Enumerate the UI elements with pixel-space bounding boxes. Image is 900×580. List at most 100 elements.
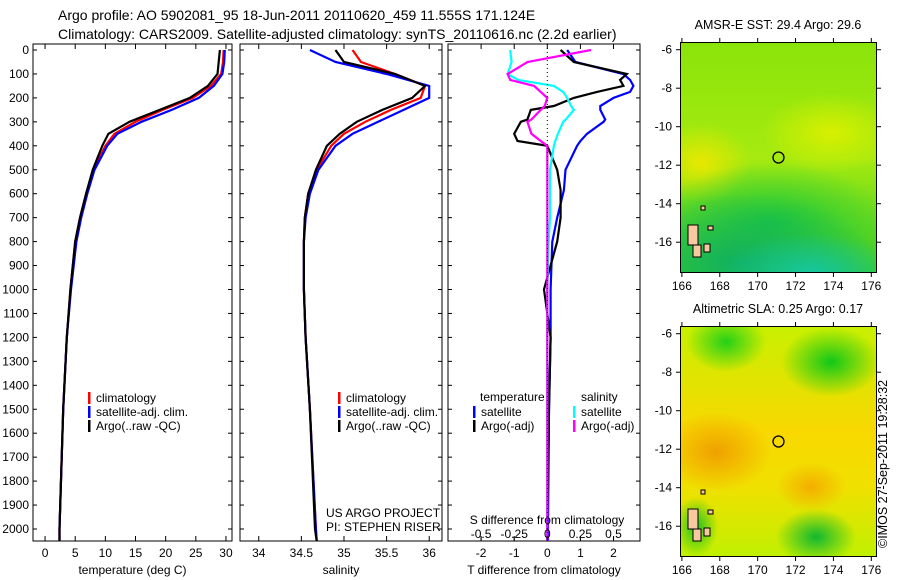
legend-swatch [338, 392, 341, 404]
pi-credit: PI: STEPHEN RISER [326, 520, 441, 534]
x-tick-label: 15 [129, 546, 143, 560]
lat-tick-label: -16 [655, 235, 673, 249]
lat-tick-label: -8 [661, 81, 672, 95]
x-tick-label: 34 [252, 546, 266, 560]
lat-tick-label: -16 [655, 519, 673, 533]
profile-plots: 0100200300400500600700800900100011001200… [2, 43, 641, 577]
x-tick-label: 10 [99, 546, 113, 560]
figure-title-line2: Climatology: CARS2009. Satellite-adjuste… [58, 26, 617, 42]
lon-tick-label: 174 [823, 563, 843, 577]
lon-tick-label: 166 [672, 279, 692, 293]
x-tick-label: 35 [337, 546, 351, 560]
figure-title-line1: Argo profile: AO 5902081_95 18-Jun-2011 … [58, 7, 536, 23]
legend-swatch [573, 420, 576, 432]
s-tick-label: -0.25 [501, 527, 529, 541]
x-tick-label: 1 [577, 546, 584, 560]
depth-tick-label: 1200 [2, 330, 29, 344]
imos-timestamp: ©IMOS 27-Sep-2011 19:28:32 [876, 379, 890, 548]
depth-tick-label: 1700 [2, 450, 29, 464]
series-line-satellite [546, 49, 635, 541]
lat-tick-label: -10 [655, 404, 673, 418]
legend-swatch [88, 420, 91, 432]
lon-tick-label: 166 [672, 563, 692, 577]
lat-tick-label: -6 [661, 43, 672, 57]
s-tick-label: -0.5 [471, 527, 492, 541]
legend-swatch [88, 392, 91, 404]
x-tick-label: 2 [610, 546, 617, 560]
x-tick-label: -1 [509, 546, 520, 560]
series-line-argo--adj- [506, 48, 592, 541]
x-axis-label: temperature (deg C) [78, 563, 186, 577]
lat-tick-label: -12 [655, 158, 673, 172]
lat-tick-label: -14 [655, 197, 673, 211]
s-axis-label: S difference from climatology [470, 513, 625, 527]
plot-frame-1 [239, 43, 443, 542]
x-tick-label: 20 [159, 546, 173, 560]
lon-tick-label: 176 [861, 279, 881, 293]
series-line-argo--adj- [512, 49, 630, 541]
series-line-satellite-adj--clim- [58, 49, 226, 541]
legend-label: Argo(-adj) [481, 419, 534, 433]
legend-label: satellite-adj. clim. [346, 405, 438, 419]
legend-swatch [88, 406, 91, 418]
legend-label: satellite [581, 405, 622, 419]
depth-tick-label: 1300 [2, 354, 29, 368]
depth-tick-label: 1800 [2, 474, 29, 488]
lat-tick-label: -10 [655, 120, 673, 134]
depth-tick-label: 1100 [3, 306, 29, 320]
s-tick-label: 0.5 [605, 527, 622, 541]
depth-tick-label: 1000 [2, 283, 29, 297]
legend-label: Argo(-adj) [581, 419, 634, 433]
x-tick-label: -2 [476, 546, 487, 560]
legend-label: satellite-adj. clim. [96, 405, 188, 419]
depth-tick-label: 2000 [2, 522, 29, 536]
depth-tick-label: 0 [22, 43, 29, 57]
x-tick-label: 0 [544, 546, 551, 560]
depth-tick-label: 200 [9, 91, 29, 105]
depth-tick-label: 1400 [2, 378, 29, 392]
x-tick-label: 0 [42, 546, 49, 560]
legend-swatch [473, 420, 476, 432]
sla-map [680, 326, 877, 557]
lon-tick-label: 168 [710, 563, 730, 577]
lon-tick-label: 172 [786, 279, 806, 293]
series-line-climatology [58, 49, 225, 541]
x-tick-label: 35.5 [375, 546, 399, 560]
depth-tick-label: 400 [9, 139, 29, 153]
x-tick-label: 30 [219, 546, 233, 560]
depth-tick-label: 1600 [2, 426, 29, 440]
depth-tick-label: 600 [9, 187, 29, 201]
lat-tick-label: -6 [661, 327, 672, 341]
lon-tick-label: 170 [748, 563, 768, 577]
legend-header-salinity: salinity [581, 390, 618, 404]
legend-swatch [473, 406, 476, 418]
legend-header-temperature: temperature [480, 390, 545, 404]
sla-map-title: Altimetric SLA: 0.25 Argo: 0.17 [692, 302, 864, 316]
sst-map [680, 42, 877, 273]
legend-label: climatology [346, 391, 406, 405]
depth-tick-label: 1500 [2, 402, 29, 416]
series-line-satellite-adj--clim- [302, 49, 431, 542]
lon-tick-label: 170 [748, 279, 768, 293]
lat-tick-label: -8 [661, 365, 672, 379]
x-tick-label: 5 [72, 546, 79, 560]
lon-tick-label: 174 [823, 279, 843, 293]
depth-tick-label: 900 [9, 259, 29, 273]
plot-frame-2 [447, 43, 641, 542]
depth-tick-label: 1900 [2, 498, 29, 512]
depth-tick-label: 700 [9, 211, 29, 225]
s-tick-label: 0.25 [569, 527, 593, 541]
x-axis-label: T difference from climatology [467, 563, 621, 577]
x-axis-label: salinity [323, 563, 360, 577]
sst-map-title: AMSR-E SST: 29.4 Argo: 29.6 [694, 18, 862, 32]
legend-label: satellite [481, 405, 522, 419]
series-line-climatology [302, 49, 427, 542]
series-line-argo---raw--qc- [58, 49, 221, 541]
legend-label: Argo(..raw -QC) [96, 419, 181, 433]
lon-tick-label: 168 [710, 279, 730, 293]
lon-tick-label: 176 [861, 563, 881, 577]
x-tick-label: 34.5 [290, 546, 314, 560]
lon-tick-label: 172 [786, 563, 806, 577]
legend-swatch [573, 406, 576, 418]
x-tick-label: 36 [423, 546, 437, 560]
